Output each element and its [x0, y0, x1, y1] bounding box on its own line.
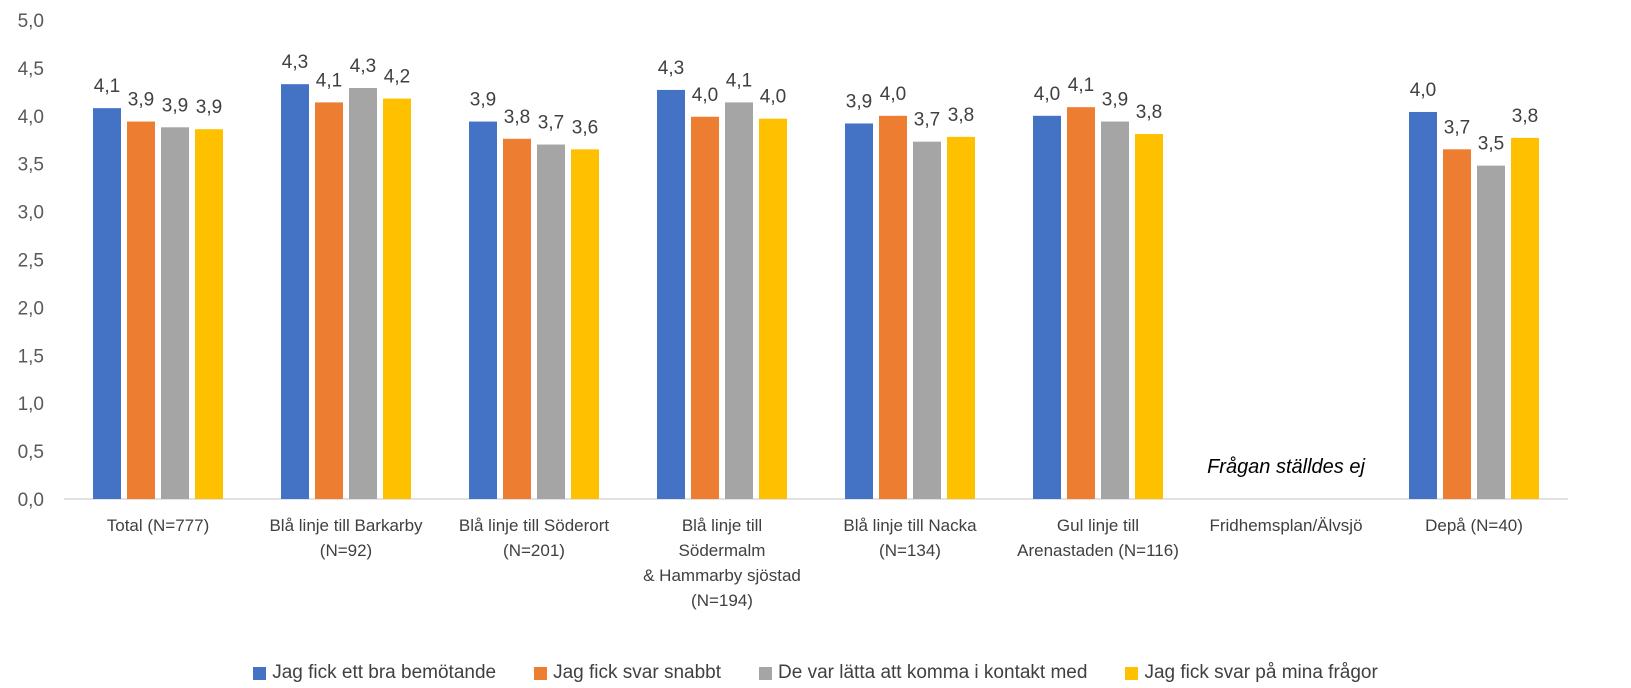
data-label: 4,0	[880, 84, 906, 105]
category-label: Fridhemsplan/Älvsjö	[1209, 516, 1362, 535]
bar	[1101, 121, 1129, 499]
data-label: 4,1	[316, 70, 342, 91]
legend-item: De var lätta att komma i kontakt med	[759, 662, 1087, 684]
bar	[1477, 165, 1505, 499]
bar	[759, 118, 787, 499]
category-label: Blå linje till Nacka (N=134)	[843, 516, 977, 560]
data-label: 3,8	[948, 105, 974, 126]
bar	[127, 121, 155, 499]
legend-item: Jag fick ett bra bemötande	[253, 662, 496, 684]
category-label: Blå linje till Barkarby (N=92)	[269, 516, 423, 560]
data-label: 4,0	[1034, 84, 1060, 105]
data-label: 3,9	[846, 91, 872, 112]
bar	[725, 102, 753, 499]
legend-swatch	[253, 666, 267, 680]
y-tick-label: 5,0	[18, 11, 44, 32]
bar	[503, 138, 531, 500]
category-label: Gul linje till Arenastaden (N=116)	[1017, 516, 1179, 560]
bar	[93, 108, 121, 500]
data-label: 3,8	[1512, 106, 1538, 127]
bar-chart: 0,0 0,5 1,0 1,5 2,0 2,5 3,0 3,5 4,0 4,5 5,0 4,1 4,3 3…	[18, 11, 1568, 610]
bar	[913, 141, 941, 499]
y-tick-label: 3,0	[18, 203, 44, 224]
y-tick-label: 4,5	[18, 59, 44, 80]
category-label: Blå linje till Södermalm & Hammarby sjösta…	[643, 516, 801, 610]
legend-label: Jag fick svar på mina frågor	[1144, 662, 1378, 683]
data-label: 4,3	[350, 56, 376, 77]
y-tick-label: 0,5	[18, 442, 44, 463]
legend-item: Jag fick svar på mina frågor	[1125, 662, 1378, 684]
bar	[947, 136, 975, 499]
y-tick-label: 1,5	[18, 346, 44, 367]
data-label: 3,9	[162, 95, 188, 116]
category-label: Total (N=777)	[107, 516, 210, 535]
chart-legend: Jag fick ett bra bemötande Jag fick svar …	[0, 660, 1631, 686]
y-tick-label: 3,5	[18, 155, 44, 176]
legend-label: Jag fick svar snabbt	[553, 662, 722, 683]
data-label: 4,0	[1410, 80, 1436, 101]
data-label: 3,7	[538, 113, 564, 134]
data-label: 3,9	[196, 97, 222, 118]
bar	[537, 144, 565, 500]
bar	[1409, 111, 1437, 499]
data-label: 3,5	[1478, 134, 1504, 155]
data-label: 3,8	[1136, 102, 1162, 123]
legend-label: Jag fick ett bra bemötande	[272, 662, 497, 683]
bar	[845, 123, 873, 500]
y-tick-label: 0,0	[18, 490, 44, 511]
data-label: 3,6	[572, 117, 598, 138]
data-label: 3,9	[1102, 90, 1128, 111]
bar	[1033, 115, 1061, 500]
bar	[315, 102, 343, 499]
legend-item: Jag fick svar snabbt	[534, 662, 721, 684]
legend-swatch	[759, 666, 773, 680]
data-label: 3,8	[504, 107, 530, 128]
y-tick-label: 1,0	[18, 394, 44, 415]
y-tick-label: 2,0	[18, 298, 44, 319]
bar	[691, 116, 719, 500]
legend-swatch	[1125, 666, 1139, 680]
data-label: 4,3	[282, 52, 308, 73]
bar	[161, 127, 189, 500]
data-label: 4,1	[1068, 75, 1094, 96]
bar	[657, 89, 685, 500]
data-label: 4,1	[94, 76, 120, 97]
legend-swatch	[534, 666, 548, 680]
bar	[1135, 134, 1163, 499]
bar	[571, 149, 599, 499]
bar	[469, 121, 497, 499]
category-label: Blå linje till Söderort (N=201)	[459, 516, 610, 560]
no-data-annotation: Frågan ställdes ej	[1207, 456, 1365, 478]
bar	[879, 115, 907, 500]
data-label: 3,9	[128, 90, 154, 111]
bar	[281, 84, 309, 499]
bar	[195, 129, 223, 499]
bar	[383, 98, 411, 499]
data-label: 4,0	[692, 85, 718, 106]
y-tick-label: 4,0	[18, 107, 44, 128]
data-label: 3,7	[914, 110, 940, 131]
legend-label: De var lätta att komma i kontakt med	[778, 662, 1088, 683]
bar	[1443, 149, 1471, 499]
bar	[1511, 137, 1539, 500]
data-label: 4,0	[760, 87, 786, 108]
category-label: Depå (N=40)	[1425, 516, 1523, 535]
data-label: 3,7	[1444, 117, 1470, 138]
data-label: 4,3	[658, 58, 684, 79]
data-label: 4,2	[384, 67, 410, 88]
data-label: 3,9	[470, 90, 496, 111]
y-tick-label: 2,5	[18, 251, 44, 272]
data-label: 4,1	[726, 70, 752, 91]
bar	[1067, 107, 1095, 499]
bar	[349, 88, 377, 499]
